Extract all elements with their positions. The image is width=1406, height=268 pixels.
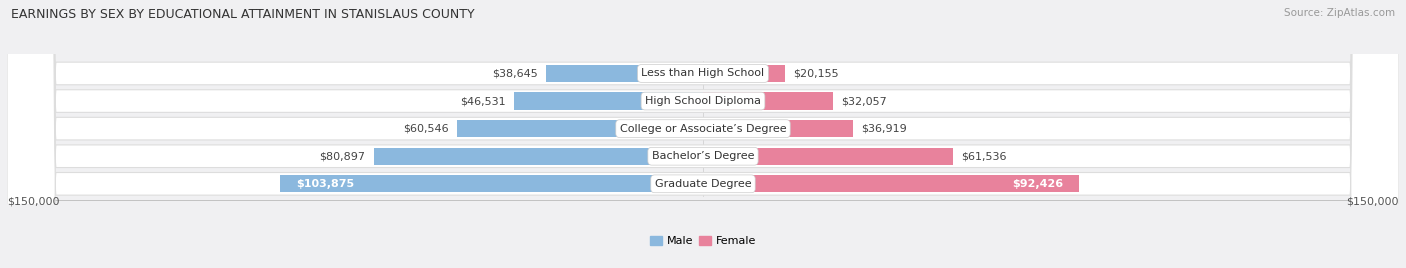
Text: Less than High School: Less than High School bbox=[641, 68, 765, 79]
Text: $103,875: $103,875 bbox=[297, 179, 354, 189]
FancyBboxPatch shape bbox=[7, 0, 1399, 268]
Text: $32,057: $32,057 bbox=[842, 96, 887, 106]
Text: High School Diploma: High School Diploma bbox=[645, 96, 761, 106]
FancyBboxPatch shape bbox=[7, 0, 1399, 268]
FancyBboxPatch shape bbox=[7, 0, 1399, 268]
Text: $150,000: $150,000 bbox=[7, 197, 59, 207]
Text: $150,000: $150,000 bbox=[1347, 197, 1399, 207]
Text: College or Associate’s Degree: College or Associate’s Degree bbox=[620, 124, 786, 134]
FancyBboxPatch shape bbox=[7, 0, 1399, 268]
Text: $60,546: $60,546 bbox=[402, 124, 449, 134]
Text: $36,919: $36,919 bbox=[862, 124, 907, 134]
Bar bbox=[280, 175, 703, 192]
Text: $92,426: $92,426 bbox=[1012, 179, 1063, 189]
Text: $20,155: $20,155 bbox=[793, 68, 839, 79]
Bar bbox=[546, 65, 703, 82]
Text: $38,645: $38,645 bbox=[492, 68, 537, 79]
Bar bbox=[703, 120, 853, 137]
Bar bbox=[703, 175, 1080, 192]
Bar bbox=[703, 65, 785, 82]
Bar bbox=[703, 148, 953, 165]
Bar bbox=[703, 92, 834, 110]
Text: $80,897: $80,897 bbox=[319, 151, 366, 161]
Text: EARNINGS BY SEX BY EDUCATIONAL ATTAINMENT IN STANISLAUS COUNTY: EARNINGS BY SEX BY EDUCATIONAL ATTAINMEN… bbox=[11, 8, 475, 21]
Text: $61,536: $61,536 bbox=[962, 151, 1007, 161]
Legend: Male, Female: Male, Female bbox=[650, 236, 756, 246]
Text: Source: ZipAtlas.com: Source: ZipAtlas.com bbox=[1284, 8, 1395, 18]
Bar bbox=[374, 148, 703, 165]
Text: $46,531: $46,531 bbox=[460, 96, 506, 106]
Bar bbox=[457, 120, 703, 137]
FancyBboxPatch shape bbox=[7, 0, 1399, 268]
Text: Bachelor’s Degree: Bachelor’s Degree bbox=[652, 151, 754, 161]
Text: Graduate Degree: Graduate Degree bbox=[655, 179, 751, 189]
Bar bbox=[513, 92, 703, 110]
